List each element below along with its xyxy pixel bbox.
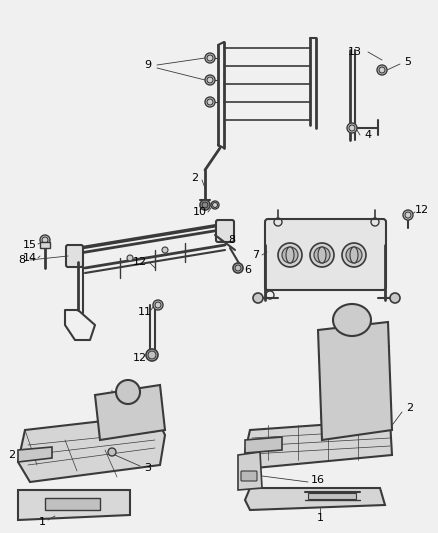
Circle shape bbox=[127, 255, 133, 261]
Text: 1: 1 bbox=[39, 517, 46, 527]
Text: 11: 11 bbox=[138, 307, 152, 317]
Text: 2: 2 bbox=[191, 173, 198, 183]
Text: 7: 7 bbox=[252, 250, 260, 260]
Circle shape bbox=[162, 247, 168, 253]
Circle shape bbox=[205, 53, 215, 63]
Text: 2: 2 bbox=[406, 403, 413, 413]
Polygon shape bbox=[245, 437, 282, 453]
Circle shape bbox=[211, 201, 219, 209]
FancyBboxPatch shape bbox=[241, 471, 257, 481]
Polygon shape bbox=[18, 415, 165, 482]
Text: 1: 1 bbox=[317, 513, 324, 523]
Circle shape bbox=[346, 247, 362, 263]
Polygon shape bbox=[95, 385, 165, 440]
Circle shape bbox=[202, 202, 208, 208]
Bar bbox=[308, 493, 356, 499]
Circle shape bbox=[310, 243, 334, 267]
Text: 13: 13 bbox=[348, 47, 362, 57]
Text: 2: 2 bbox=[8, 450, 16, 460]
Polygon shape bbox=[18, 490, 130, 520]
Ellipse shape bbox=[286, 247, 294, 263]
Circle shape bbox=[314, 247, 330, 263]
Circle shape bbox=[403, 210, 413, 220]
Polygon shape bbox=[245, 488, 385, 510]
Circle shape bbox=[200, 200, 210, 210]
Circle shape bbox=[347, 123, 357, 133]
FancyBboxPatch shape bbox=[66, 245, 83, 267]
Text: 3: 3 bbox=[145, 463, 152, 473]
Text: 15: 15 bbox=[23, 240, 37, 250]
Circle shape bbox=[282, 247, 298, 263]
Text: 16: 16 bbox=[311, 475, 325, 485]
Text: 14: 14 bbox=[23, 253, 37, 263]
Circle shape bbox=[153, 300, 163, 310]
Ellipse shape bbox=[318, 247, 326, 263]
Polygon shape bbox=[318, 322, 392, 440]
Text: 10: 10 bbox=[193, 207, 207, 217]
Circle shape bbox=[377, 65, 387, 75]
Circle shape bbox=[38, 450, 46, 458]
Text: 5: 5 bbox=[405, 57, 411, 67]
Polygon shape bbox=[245, 420, 392, 468]
Text: 9: 9 bbox=[145, 60, 152, 70]
Ellipse shape bbox=[333, 304, 371, 336]
Circle shape bbox=[253, 293, 263, 303]
Text: 8: 8 bbox=[18, 255, 25, 265]
Text: 4: 4 bbox=[364, 130, 371, 140]
Text: 6: 6 bbox=[244, 265, 251, 275]
Circle shape bbox=[205, 97, 215, 107]
Circle shape bbox=[342, 243, 366, 267]
Text: 12: 12 bbox=[133, 353, 147, 363]
Bar bbox=[40, 242, 50, 248]
Circle shape bbox=[40, 235, 50, 245]
Circle shape bbox=[205, 75, 215, 85]
FancyBboxPatch shape bbox=[216, 220, 234, 242]
Circle shape bbox=[278, 243, 302, 267]
Polygon shape bbox=[45, 498, 100, 510]
Circle shape bbox=[233, 263, 243, 273]
Circle shape bbox=[108, 448, 116, 456]
Polygon shape bbox=[18, 447, 52, 462]
Circle shape bbox=[116, 380, 140, 404]
Text: 12: 12 bbox=[133, 257, 147, 267]
Circle shape bbox=[390, 293, 400, 303]
FancyBboxPatch shape bbox=[265, 219, 386, 290]
Text: 12: 12 bbox=[415, 205, 429, 215]
Text: 8: 8 bbox=[229, 235, 236, 245]
Ellipse shape bbox=[350, 247, 358, 263]
Polygon shape bbox=[238, 452, 262, 490]
Circle shape bbox=[146, 349, 158, 361]
